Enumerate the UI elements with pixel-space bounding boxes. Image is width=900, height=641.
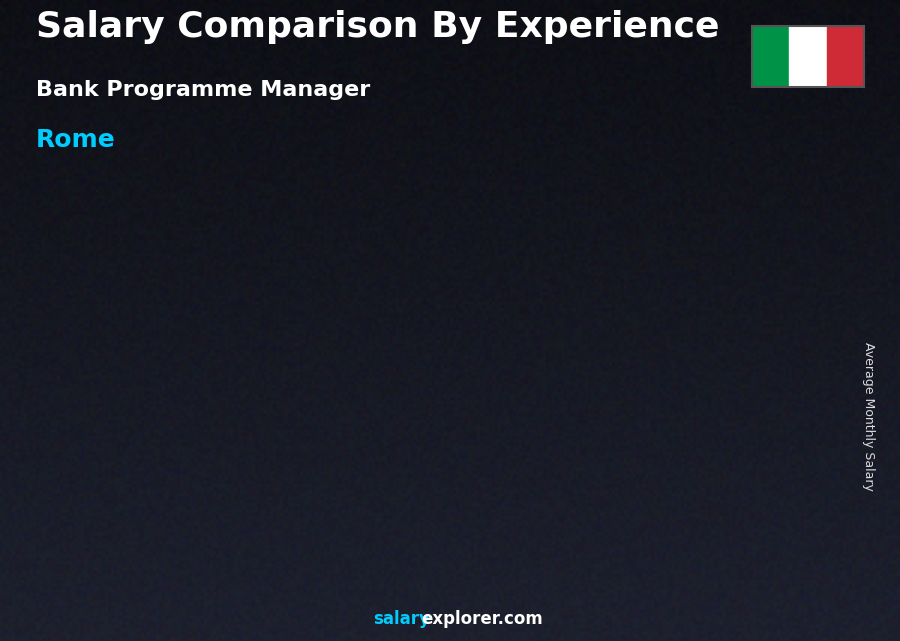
- Bar: [752, 26, 789, 87]
- Text: salary: salary: [374, 610, 430, 628]
- Polygon shape: [147, 464, 159, 577]
- Text: 8,240 EUR: 8,240 EUR: [565, 297, 661, 315]
- Bar: [826, 26, 864, 87]
- Polygon shape: [328, 382, 403, 388]
- Text: +24%: +24%: [382, 289, 458, 313]
- Text: +29%: +29%: [138, 386, 214, 410]
- Text: 7,690 EUR: 7,690 EUR: [443, 313, 539, 332]
- Polygon shape: [634, 320, 646, 577]
- Text: Bank Programme Manager: Bank Programme Manager: [36, 80, 370, 100]
- Text: explorer.com: explorer.com: [421, 610, 543, 628]
- FancyArrowPatch shape: [489, 305, 591, 332]
- FancyArrowPatch shape: [366, 326, 469, 377]
- Polygon shape: [756, 304, 769, 577]
- Bar: [205, 440, 269, 577]
- Text: +38%: +38%: [260, 334, 337, 358]
- Text: +7%: +7%: [512, 272, 572, 296]
- Polygon shape: [391, 382, 403, 577]
- Bar: [84, 471, 147, 577]
- Text: Average Monthly Salary: Average Monthly Salary: [862, 342, 875, 491]
- FancyArrowPatch shape: [611, 288, 713, 315]
- Polygon shape: [84, 464, 159, 471]
- Polygon shape: [693, 304, 769, 310]
- Polygon shape: [269, 434, 281, 577]
- FancyArrowPatch shape: [123, 421, 225, 459]
- Text: 6,210 EUR: 6,210 EUR: [321, 358, 417, 377]
- Text: Salary Comparison By Experience: Salary Comparison By Experience: [36, 10, 719, 44]
- Text: 4,500 EUR: 4,500 EUR: [199, 410, 295, 428]
- Text: +7%: +7%: [634, 256, 693, 279]
- Bar: [328, 388, 391, 577]
- Polygon shape: [205, 434, 281, 440]
- Polygon shape: [571, 320, 646, 327]
- Text: 3,500 EUR: 3,500 EUR: [77, 441, 174, 459]
- FancyArrowPatch shape: [245, 372, 346, 428]
- Bar: [789, 26, 826, 87]
- Text: 8,790 EUR: 8,790 EUR: [687, 280, 783, 299]
- Bar: [571, 327, 634, 577]
- Bar: [449, 344, 512, 577]
- Polygon shape: [512, 337, 525, 577]
- Polygon shape: [449, 337, 525, 344]
- Bar: [693, 310, 756, 577]
- Text: Rome: Rome: [36, 128, 116, 152]
